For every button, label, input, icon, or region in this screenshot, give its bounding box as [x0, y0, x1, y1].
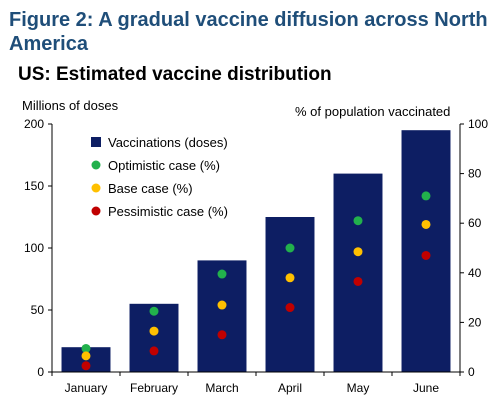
- left-tick-label: 50: [31, 303, 45, 317]
- legend-label: Pessimistic case (%): [108, 204, 228, 219]
- legend-swatch-point: [91, 183, 101, 193]
- point-optimistic: [217, 269, 227, 279]
- left-tick-label: 0: [37, 365, 44, 379]
- point-base: [217, 300, 227, 310]
- x-tick-labels: January February March April May June: [51, 372, 461, 395]
- legend: Vaccinations (doses) Optimistic case (%) B…: [91, 135, 228, 219]
- x-tick-label: May: [347, 381, 370, 395]
- y-axis-label: Millions of doses: [22, 98, 119, 113]
- y2-axis-label: % of population vaccinated: [295, 104, 450, 119]
- chart-title: US: Estimated vaccine distribution: [18, 64, 332, 85]
- point-pessimistic: [421, 250, 431, 260]
- point-pessimistic: [353, 276, 363, 286]
- legend-label: Vaccinations (doses): [108, 135, 228, 150]
- point-base: [149, 326, 159, 336]
- legend-swatch-bar: [91, 137, 101, 147]
- x-tick-label: February: [130, 381, 178, 395]
- right-tick-label: 60: [468, 216, 482, 230]
- point-optimistic: [285, 243, 295, 253]
- right-tick-label: 100: [468, 117, 488, 131]
- figure-title: Figure 2: A gradual vaccine diffusion ac…: [9, 9, 488, 55]
- left-tick-labels: 0 50 100 150 200: [24, 117, 52, 379]
- points-layer: [81, 191, 431, 371]
- point-pessimistic: [81, 361, 91, 371]
- left-tick-label: 200: [24, 117, 44, 131]
- point-optimistic: [421, 191, 431, 201]
- legend-swatch-point: [91, 206, 101, 216]
- right-tick-labels: 0 20 40 60 80 100: [460, 117, 488, 379]
- bars-layer: [61, 130, 451, 372]
- point-optimistic: [81, 343, 91, 353]
- left-tick-label: 100: [24, 241, 44, 255]
- right-tick-label: 20: [468, 315, 482, 329]
- legend-label: Base case (%): [108, 181, 193, 196]
- legend-swatch-point: [91, 160, 101, 170]
- point-optimistic: [149, 306, 159, 316]
- right-tick-label: 80: [468, 167, 482, 181]
- point-optimistic: [353, 216, 363, 226]
- legend-label: Optimistic case (%): [108, 158, 220, 173]
- x-tick-label: March: [205, 381, 238, 395]
- left-tick-label: 150: [24, 179, 44, 193]
- right-tick-label: 40: [468, 266, 482, 280]
- x-tick-label: April: [278, 381, 302, 395]
- bar-vaccinations: [265, 217, 315, 372]
- bar-vaccinations: [197, 260, 247, 372]
- point-base: [421, 219, 431, 229]
- right-tick-label: 0: [468, 365, 475, 379]
- point-pessimistic: [149, 346, 159, 356]
- point-pessimistic: [285, 303, 295, 313]
- bar-vaccinations: [333, 173, 383, 372]
- x-tick-label: June: [413, 381, 439, 395]
- point-base: [285, 273, 295, 283]
- point-base: [353, 247, 363, 257]
- point-base: [81, 351, 91, 361]
- point-pessimistic: [217, 330, 227, 340]
- x-tick-label: January: [65, 381, 108, 395]
